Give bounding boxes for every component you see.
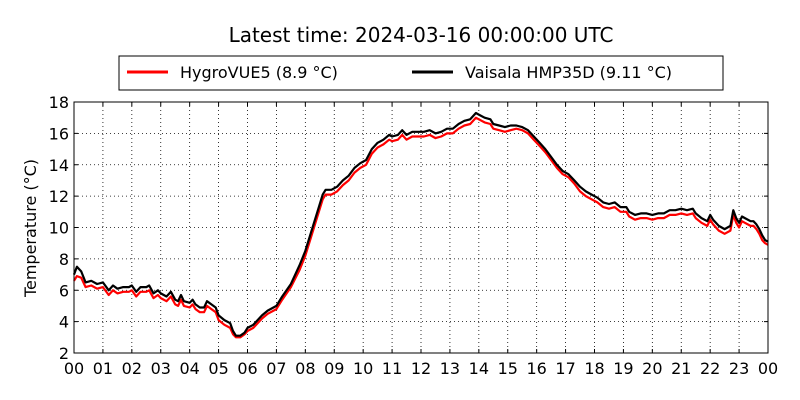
y-tick-label: 10 (49, 219, 69, 238)
x-tick-label: 20 (642, 359, 662, 378)
series-line-hygrovue5 (73, 116, 769, 339)
tick-marks (73, 101, 769, 354)
x-tick-label: 10 (353, 359, 373, 378)
x-tick-label: 14 (469, 359, 489, 378)
x-tick-label: 05 (208, 359, 228, 378)
x-tick-label: 13 (440, 359, 460, 378)
x-tick-label: 02 (122, 359, 142, 378)
y-tick-label: 12 (49, 187, 69, 206)
y-axis-label: Temperature (°C) (21, 159, 40, 298)
series-line-vaisala (72, 111, 769, 337)
x-tick-label: 08 (295, 359, 315, 378)
y-tick-label: 2 (59, 344, 69, 363)
x-tick-label: 03 (151, 359, 171, 378)
legend: HygroVUE5 (8.9 °C) Vaisala HMP35D (9.11 … (118, 55, 724, 91)
x-tick-label: 17 (555, 359, 575, 378)
x-tick-label: 09 (324, 359, 344, 378)
y-tick-label: 8 (59, 250, 69, 269)
x-tick-label: 11 (382, 359, 402, 378)
x-tick-label: 07 (266, 359, 286, 378)
x-tick-label: 00 (758, 359, 778, 378)
x-tick-label: 22 (700, 359, 720, 378)
x-tick-label: 16 (526, 359, 546, 378)
x-tick-label: 21 (671, 359, 691, 378)
x-tick-label: 23 (729, 359, 749, 378)
y-tick-label: 4 (59, 313, 69, 332)
legend-label-vaisala: Vaisala HMP35D (9.11 °C) (465, 63, 672, 82)
y-tick-labels: 2 4 6 8 10 12 14 16 18 (49, 93, 69, 363)
legend-label-hygrovue5: HygroVUE5 (8.9 °C) (180, 63, 338, 82)
y-tick-label: 14 (49, 156, 69, 175)
series-lines (72, 111, 769, 339)
x-tick-label: 19 (613, 359, 633, 378)
x-tick-label: 15 (498, 359, 518, 378)
x-tick-labels: 00 01 02 03 04 05 06 07 08 09 10 11 12 13 14 15 16 17 18 19… (64, 359, 778, 378)
y-tick-label: 16 (49, 124, 69, 143)
x-tick-label: 00 (64, 359, 84, 378)
x-tick-label: 12 (411, 359, 431, 378)
x-tick-label: 01 (93, 359, 113, 378)
x-tick-label: 06 (237, 359, 257, 378)
y-tick-label: 18 (49, 93, 69, 112)
grid (74, 102, 768, 353)
chart-title: Latest time: 2024-03-16 00:00:00 UTC (229, 23, 614, 47)
x-tick-label: 18 (584, 359, 604, 378)
y-tick-label: 6 (59, 281, 69, 300)
x-tick-label: 04 (179, 359, 199, 378)
